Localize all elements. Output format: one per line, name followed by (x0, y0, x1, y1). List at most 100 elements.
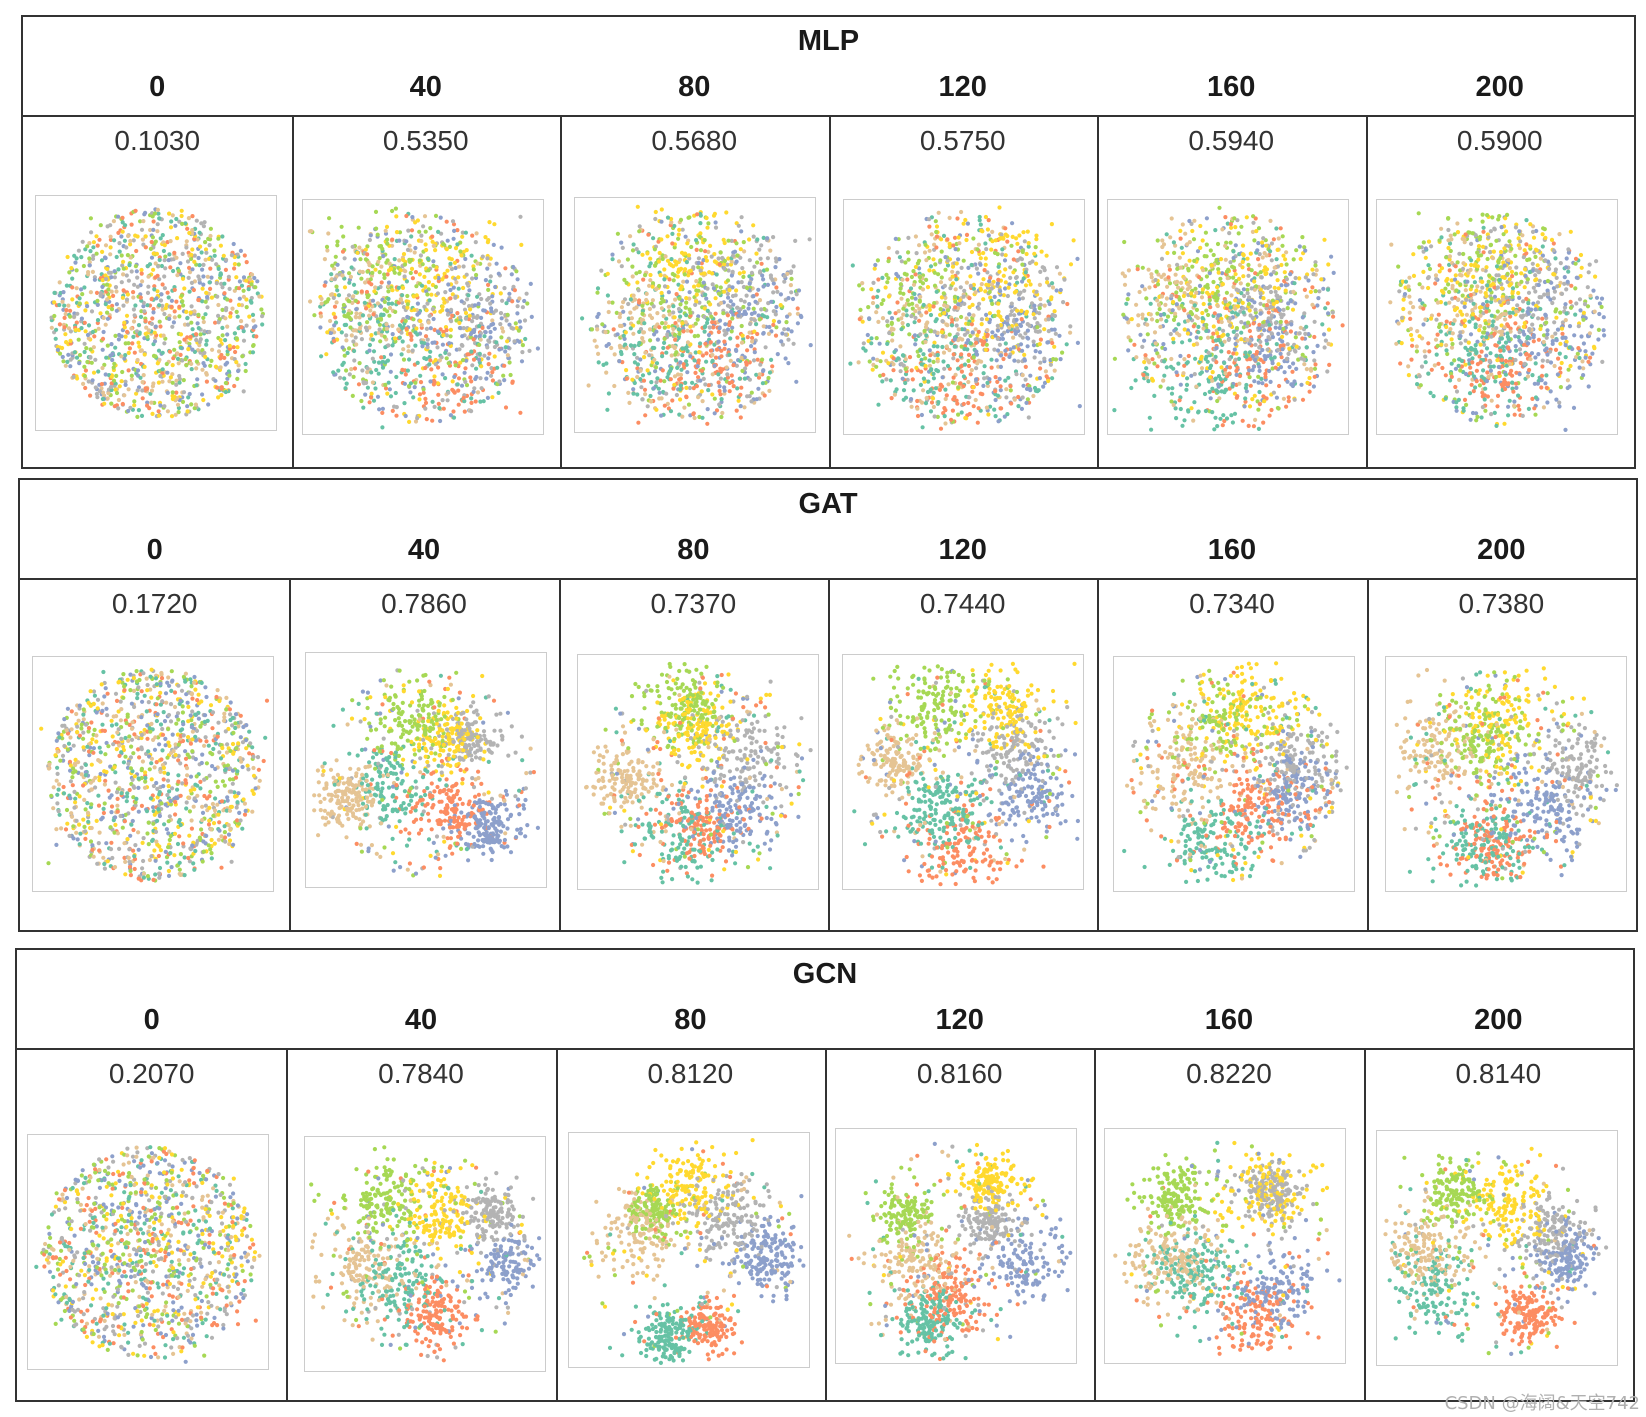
scatter-point (407, 390, 412, 395)
scatter-point (116, 337, 121, 342)
scatter-point (216, 236, 221, 241)
scatter-point (1176, 361, 1181, 366)
scatter-point (194, 337, 199, 343)
scatter-point (890, 368, 896, 373)
scatter-point (998, 406, 1003, 411)
scatter-point (375, 301, 380, 306)
scatter-point (210, 257, 215, 262)
scatter-point (476, 324, 481, 329)
scatter-point (956, 241, 961, 246)
scatter-point (137, 344, 142, 349)
scatter-point (143, 386, 148, 391)
scatter-point (110, 351, 115, 357)
scatter-point (1264, 306, 1269, 311)
scatter-point (404, 279, 409, 284)
scatter-point (954, 261, 959, 266)
scatter-point (725, 262, 730, 267)
scatter-point (680, 321, 685, 326)
scatter-point (701, 376, 706, 381)
scatter-point (934, 317, 939, 322)
scatter-point (621, 309, 626, 314)
scatter-point (701, 280, 706, 285)
scatter-point (870, 356, 875, 361)
scatter-point (529, 314, 534, 319)
scatter-point (760, 273, 765, 278)
scatter-point (1155, 238, 1160, 243)
scatter-point (705, 286, 710, 291)
scatter-point (370, 356, 375, 361)
scatter-point (679, 250, 685, 255)
scatter-point (1013, 275, 1018, 280)
scatter-point (729, 373, 734, 378)
scatter-point (1144, 366, 1149, 371)
scatter-point (120, 220, 125, 225)
scatter-point (757, 247, 762, 252)
scatter-point (408, 257, 413, 263)
scatter-point (1015, 394, 1020, 400)
scatter-point (653, 365, 659, 370)
scatter-point (1033, 261, 1038, 266)
scatter-point (68, 329, 73, 334)
scatter-point (713, 296, 718, 301)
scatter-point (109, 289, 114, 294)
scatter-point (954, 216, 960, 221)
scatter-point (498, 311, 503, 316)
scatter-point (187, 341, 192, 346)
scatter-point (642, 387, 648, 392)
scatter-point (1199, 295, 1205, 300)
scatter-point (135, 275, 140, 280)
scatter-point (170, 390, 175, 395)
scatter-point (733, 347, 739, 352)
scatter-point (157, 319, 162, 324)
scatter-point (922, 242, 928, 247)
scatter-point (163, 336, 168, 341)
scatter-point (667, 277, 672, 282)
scatter-point (605, 407, 610, 412)
scatter-point (1051, 344, 1056, 349)
scatter-point (1171, 340, 1176, 345)
scatter-point (970, 330, 975, 335)
scatter-point (408, 381, 413, 386)
scatter-point (983, 312, 988, 317)
scatter-point (1067, 330, 1072, 335)
scatter-point (921, 376, 926, 381)
scatter-point (1013, 289, 1018, 294)
scatter-point (172, 347, 177, 352)
scatter-point (402, 274, 407, 279)
scatter-point (197, 277, 202, 282)
scatter-point (1252, 393, 1257, 398)
scatter-point (1058, 287, 1063, 293)
scatter-point (1172, 328, 1177, 333)
scatter-point (88, 216, 93, 221)
scatter-point (340, 273, 345, 278)
scatter-point (706, 221, 711, 226)
scatter-point (114, 302, 119, 307)
scatter-point (927, 307, 932, 312)
scatter-point (754, 292, 759, 297)
scatter-point (379, 425, 384, 430)
scatter-point (702, 271, 707, 276)
scatter-point (626, 301, 631, 307)
scatter-point (167, 379, 172, 384)
scatter-point (435, 365, 440, 370)
scatter-point (901, 363, 906, 368)
scatter-point (455, 388, 460, 393)
scatter-point (978, 256, 983, 261)
scatter-point (856, 283, 861, 288)
scatter-point (735, 305, 740, 310)
scatter-point (1241, 287, 1246, 292)
scatter-point (173, 223, 178, 228)
scatter-point (474, 314, 480, 319)
scatter-point (89, 360, 94, 365)
scatter-point (325, 297, 330, 302)
scatter-point (471, 267, 476, 272)
scatter-point (132, 313, 137, 318)
scatter-point (935, 400, 940, 405)
scatter-point (657, 283, 662, 289)
scatter-point (387, 306, 392, 311)
scatter-point (451, 374, 456, 379)
scatter-point (485, 240, 490, 245)
scatter-point (883, 377, 888, 382)
scatter-point (81, 263, 86, 269)
scatter-point (947, 332, 952, 337)
